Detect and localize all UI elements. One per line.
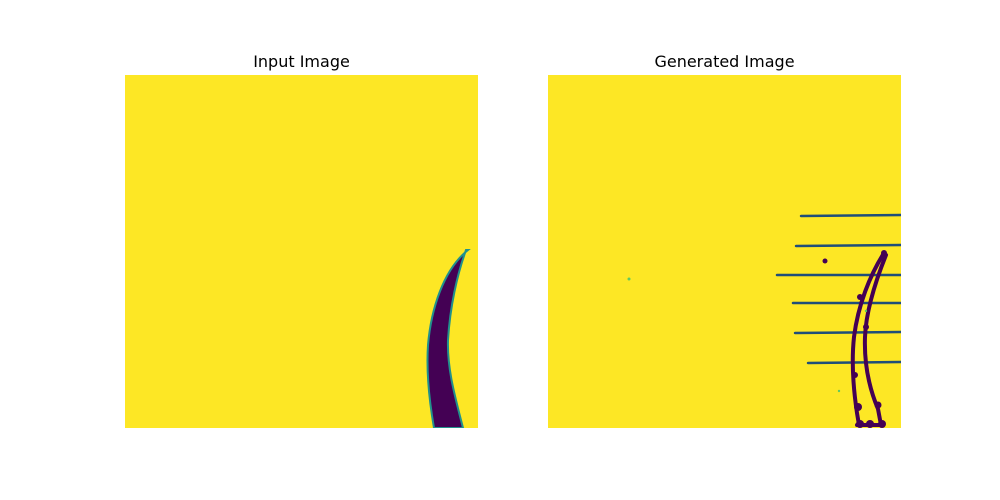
generated-image-title: Generated Image	[654, 52, 795, 71]
blob-4	[852, 372, 858, 378]
speck-2	[837, 389, 841, 393]
streak-2	[794, 243, 901, 248]
blob-6	[874, 401, 882, 409]
input-image-panel: Input Image	[125, 0, 478, 500]
blob-2	[857, 294, 863, 300]
speck-1	[627, 277, 631, 281]
generated-image-panel: Generated Image	[548, 0, 901, 500]
blob-9	[878, 420, 886, 428]
blob-3	[863, 324, 869, 330]
blob-7	[856, 420, 864, 428]
generated-image-specks	[627, 277, 868, 393]
blob-10	[822, 258, 828, 264]
outline-right-edge	[862, 253, 888, 427]
speck-3	[864, 309, 868, 313]
streak-5	[793, 330, 901, 335]
blob-1	[881, 250, 887, 256]
blob-8	[866, 420, 874, 428]
streak-1	[799, 213, 901, 218]
outline-left-edge	[850, 251, 886, 427]
generated-image-background	[548, 75, 901, 428]
input-image	[125, 75, 478, 428]
generated-image-blobs	[822, 250, 887, 428]
input-image-curved-shape	[426, 249, 471, 428]
input-image-title: Input Image	[253, 52, 350, 71]
blob-5	[854, 403, 862, 411]
generated-image	[548, 75, 901, 428]
input-image-background	[125, 75, 478, 428]
